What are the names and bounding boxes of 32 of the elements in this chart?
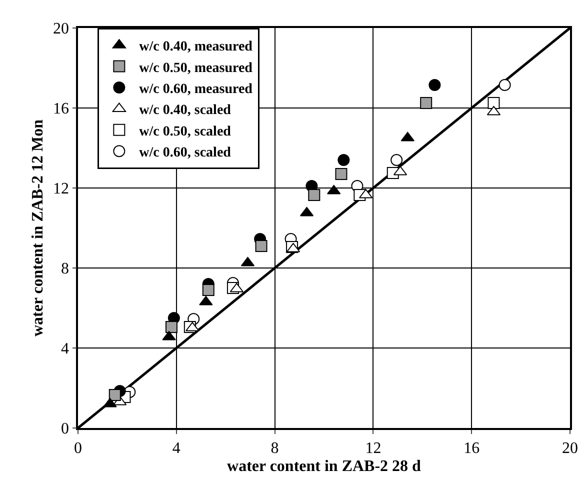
x-tick-label: 8: [270, 440, 279, 457]
y-tick-label: 16: [53, 100, 70, 118]
point: [420, 97, 432, 109]
y-tick-label: 8: [61, 260, 70, 278]
point: [488, 97, 500, 109]
y-tick-label: 4: [61, 340, 70, 358]
point: [255, 240, 268, 252]
x-tick-label: 20: [562, 440, 578, 457]
x-tick-label: 0: [74, 440, 82, 457]
point: [390, 154, 403, 166]
y-tick-label: 20: [53, 20, 70, 38]
x-axis-title: water content in ZAB-2 28 d: [227, 458, 422, 476]
legend-label: w/c 0.40, scaled: [139, 103, 232, 118]
y-tick-label: 12: [53, 180, 70, 198]
legend-label: w/c 0.40, measured: [139, 40, 253, 55]
x-tick-label: 16: [464, 440, 480, 457]
point: [202, 284, 214, 296]
point: [338, 154, 350, 166]
x-tick-label: 12: [365, 440, 382, 457]
x-tick-label: 4: [172, 440, 180, 457]
legend-label: w/c 0.60, scaled: [139, 146, 232, 161]
point: [165, 321, 178, 333]
y-tick-label: 0: [61, 420, 70, 438]
point: [108, 389, 121, 401]
legend-label: w/c 0.50, measured: [139, 60, 253, 76]
legend-label: w/c 0.60, measured: [139, 82, 253, 97]
legend-label: w/c 0.50, scaled: [139, 124, 232, 140]
y-axis-title: water content in ZAB-2 12 Mon: [29, 119, 46, 337]
point: [498, 79, 511, 91]
point: [428, 79, 441, 91]
point: [308, 189, 320, 201]
point: [335, 168, 348, 180]
